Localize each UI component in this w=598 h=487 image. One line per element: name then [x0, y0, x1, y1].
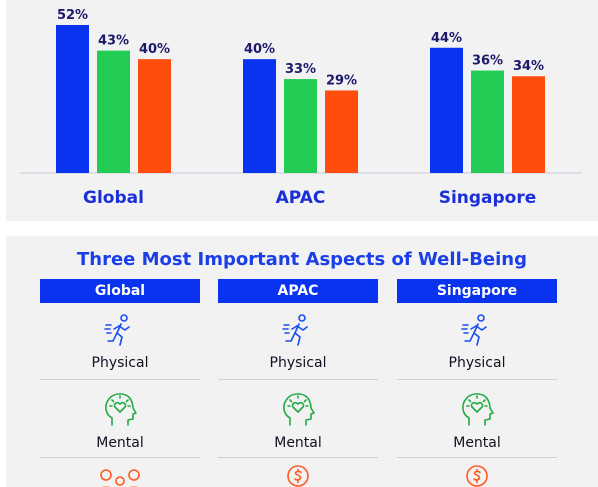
aspect-cell-apac-physical: Physical — [218, 313, 378, 383]
aspect-label: Mental — [453, 435, 501, 451]
aspect-cell-singapore-row3 — [397, 464, 557, 487]
row-divider — [397, 379, 557, 380]
column-header-singapore: Singapore — [397, 279, 557, 303]
bar-apac-3 — [325, 90, 358, 173]
column-header-global: Global — [40, 279, 200, 303]
aspect-label: Physical — [91, 355, 149, 371]
bar-global-3 — [138, 59, 171, 173]
aspect-label: Mental — [274, 435, 322, 451]
running-person-icon — [397, 313, 557, 351]
people-group-icon — [40, 464, 200, 487]
row-divider — [218, 379, 378, 380]
aspect-cell-apac-mental: Mental — [218, 389, 378, 459]
aspect-cell-global-row3 — [40, 464, 200, 487]
aspect-cell-apac-row3 — [218, 464, 378, 487]
data-label: 43% — [98, 34, 129, 49]
aspect-cell-singapore-physical: Physical — [397, 313, 557, 383]
head-heart-icon — [218, 389, 378, 431]
bar-global-2 — [97, 50, 130, 173]
aspects-title: Three Most Important Aspects of Well-Bei… — [76, 249, 528, 270]
bar-global-1 — [56, 25, 89, 173]
bar-singapore-3 — [512, 76, 545, 173]
bar-singapore-2 — [471, 70, 504, 173]
row-divider — [40, 379, 200, 380]
category-label-singapore: Singapore — [439, 188, 537, 208]
bar-apac-1 — [243, 59, 276, 173]
aspect-label: Mental — [96, 435, 144, 451]
running-person-icon — [218, 313, 378, 351]
data-label: 29% — [326, 73, 357, 88]
aspect-cell-singapore-mental: Mental — [397, 389, 557, 459]
row-divider — [40, 457, 200, 458]
bar-chart: 52% 43% 40% Global 40% 33% 29% APAC 44% 36% 34% Sin… — [20, 8, 582, 208]
head-heart-icon — [397, 389, 557, 431]
category-label-apac: APAC — [276, 188, 326, 208]
bar-singapore-1 — [430, 47, 463, 174]
money-icon — [397, 464, 557, 487]
aspects-panel: Three Most Important Aspects of Well-Bei… — [6, 236, 598, 487]
data-label: 52% — [57, 8, 88, 23]
data-label: 34% — [513, 59, 544, 74]
row-divider — [397, 457, 557, 458]
data-label: 44% — [431, 31, 462, 46]
data-label: 40% — [244, 42, 275, 57]
running-person-icon — [40, 313, 200, 351]
data-label: 36% — [472, 54, 503, 69]
aspect-label: Physical — [269, 355, 327, 371]
aspect-cell-global-physical: Physical — [40, 313, 200, 383]
head-heart-icon — [40, 389, 200, 431]
chart-panel: 52% 43% 40% Global 40% 33% 29% APAC 44% 36% 34% Sin… — [6, 0, 598, 221]
data-label: 33% — [285, 62, 316, 77]
bar-apac-2 — [284, 79, 317, 173]
aspect-cell-global-mental: Mental — [40, 389, 200, 459]
data-label: 40% — [139, 42, 170, 57]
category-label-global: Global — [83, 188, 144, 208]
aspect-label: Physical — [448, 355, 506, 371]
column-header-apac: APAC — [218, 279, 378, 303]
money-icon — [218, 464, 378, 487]
row-divider — [218, 457, 378, 458]
